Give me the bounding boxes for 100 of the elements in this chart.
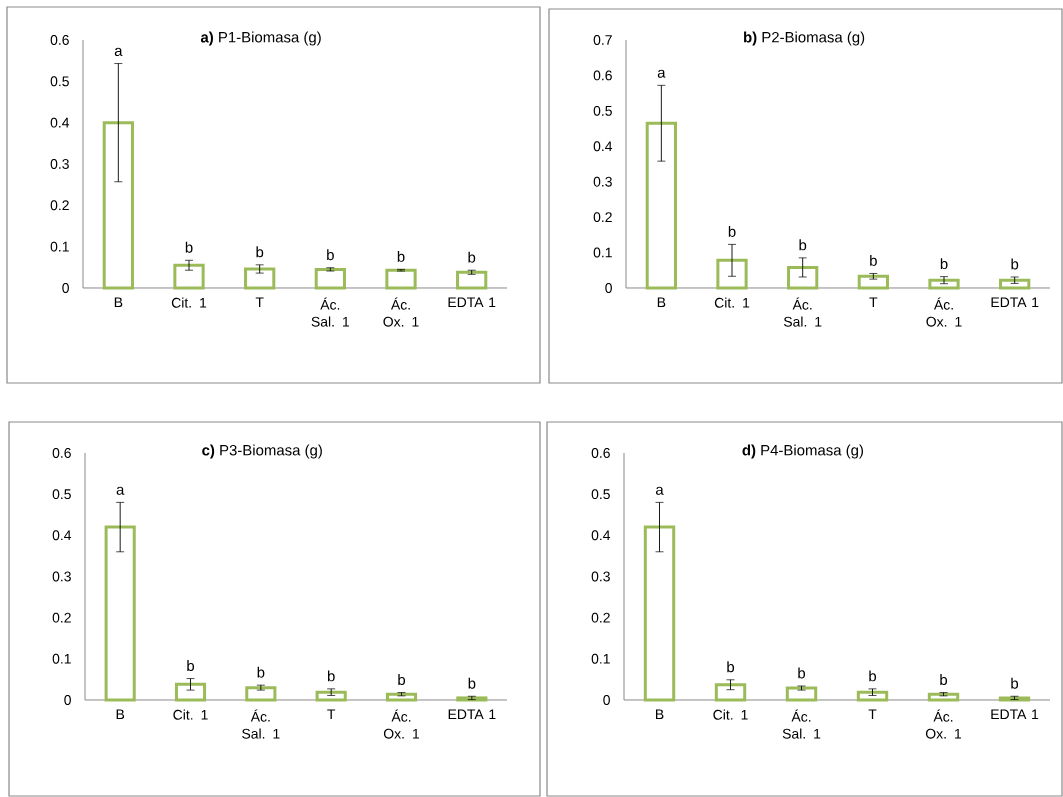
y-tick-label: 0.4 [593,141,613,152]
bar [998,696,1031,702]
x-tick-label: B [114,297,123,308]
annotation: b [1011,258,1019,270]
y-tick-label: 0.2 [50,200,69,211]
y-tick-label: 0.6 [591,448,610,458]
bar [385,692,418,702]
y-tick-label: 0.2 [593,212,612,223]
annotation: b [468,677,476,689]
bar [173,263,205,290]
x-tick-label: Ác. Sal. 1 [782,709,821,739]
chart-title: b) P2-Biomasa (g) [744,31,865,46]
bar [856,690,889,702]
annotation: b [940,258,948,270]
y-tick-label: 0.1 [593,247,612,258]
annotation: b [327,249,334,261]
annotation: a [656,486,664,495]
y-tick-label: 0 [64,695,71,705]
x-tick-label: Ác. Ox. 1 [926,297,962,327]
x-tick-label: Ác. Sal. 1 [311,297,350,327]
y-tick-label: 0.2 [52,612,71,623]
y-tick-label: 0.5 [52,489,71,500]
y-tick-label: 0.4 [50,117,70,128]
x-tick-label: Ác. Ox. 1 [925,709,962,739]
x-tick-label: T [255,297,264,308]
x-tick-label: Ác. Ox. 1 [383,709,420,739]
bar [456,696,488,702]
bar [928,278,960,290]
x-tick-label: EDTA 1 [991,297,1039,308]
x-tick-label: Cit. 1 [713,709,748,720]
x-tick-label: Cit. 1 [173,709,208,720]
x-tick-label: B [657,297,666,308]
y-tick-label: 0.3 [50,159,69,169]
x-tick-label: Ác. Sal. 1 [242,709,280,739]
annotation: b [256,246,264,258]
x-tick-label: T [868,709,877,720]
bar [927,692,960,702]
y-tick-label: 0.1 [50,241,69,252]
y-tick-label: 0.7 [593,35,612,45]
bar [315,690,347,702]
y-tick-label: 0.5 [50,76,69,87]
y-tick-label: 0 [605,283,612,293]
x-tick-label: Ác. Ox. 1 [383,297,419,327]
annotation: b [728,225,736,237]
y-tick-label: 0.6 [52,448,71,458]
annotation: b [327,670,335,682]
bar [857,274,889,290]
x-tick-label: T [327,709,336,720]
x-tick-label: B [656,709,664,720]
annotation: b [940,674,948,686]
y-tick-label: 0.4 [52,530,72,541]
x-tick-label: Cit. 1 [714,297,750,308]
y-tick-label: 0.6 [593,70,612,81]
y-tick-label: 0.6 [50,35,69,45]
x-tick-label: T [869,297,878,308]
bar [314,267,346,290]
y-tick-label: 0.1 [591,653,610,664]
bar [716,258,748,290]
bar [102,121,134,290]
annotation: b [727,661,735,673]
annotation: b [1011,677,1019,689]
chart-title: d) P4-Biomasa (g) [742,444,864,459]
annotation: b [468,251,476,263]
annotation: b [870,254,877,266]
bar [714,683,747,702]
y-tick-label: 0.5 [593,105,612,116]
annotation: b [185,241,193,253]
chart-title: c) P3-Biomasa (g) [202,444,322,459]
bar [645,121,677,290]
chart-title: a) P1-Biomasa (g) [200,31,321,46]
x-tick-label: EDTA 1 [448,297,496,308]
bar [787,265,819,290]
annotation: a [116,486,125,495]
bar [174,682,207,702]
y-tick-label: 0 [62,283,69,293]
annotation: b [257,666,265,678]
y-tick-label: 0.5 [591,489,610,500]
bar [785,686,818,702]
y-tick-label: 0.1 [52,653,71,664]
y-tick-label: 0.3 [593,176,612,187]
x-tick-label: EDTA 1 [991,709,1039,720]
y-tick-label: 0.3 [52,571,71,582]
bar [456,270,488,290]
bar [643,525,676,702]
bar [385,268,417,290]
x-tick-label: Ác. Sal. 1 [783,297,822,327]
annotation: b [799,239,807,251]
annotation: b [187,660,195,672]
x-tick-label: EDTA 1 [448,709,496,720]
y-tick-label: 0.3 [591,571,610,582]
x-tick-label: Cit. 1 [171,297,207,308]
y-tick-label: 0.4 [591,530,611,541]
x-tick-label: B [116,709,125,720]
annotation: b [397,250,405,262]
annotation: b [869,670,877,682]
y-tick-label: 0 [603,695,610,705]
annotation: a [114,47,123,57]
annotation: b [398,674,406,686]
y-tick-label: 0.2 [591,612,610,623]
bar [999,278,1031,290]
